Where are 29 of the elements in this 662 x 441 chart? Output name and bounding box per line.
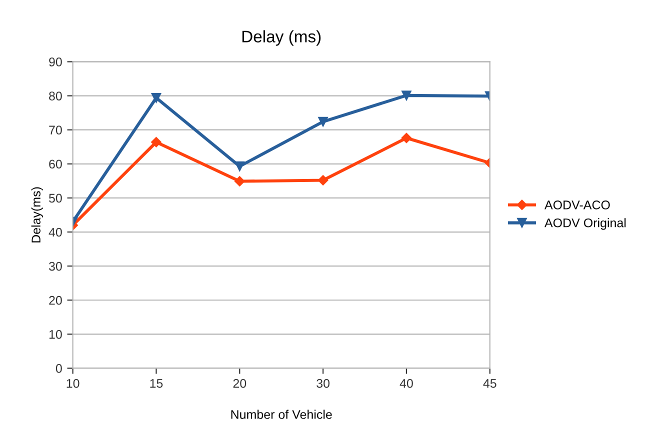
point (402, 90, 412, 100)
y-tick-label: 0 (56, 364, 62, 373)
x-tick-label: 20 (233, 378, 246, 388)
point (234, 176, 245, 186)
point (151, 136, 162, 148)
y-tick-label: 40 (48, 228, 62, 237)
x-tick-label: 45 (483, 379, 496, 388)
point (151, 92, 162, 103)
legend-label: AODV Original (544, 218, 626, 230)
y-tick-label: 80 (49, 92, 62, 100)
x-tick-label: 10 (66, 378, 80, 388)
y-tick-label: 70 (49, 126, 62, 134)
y-tick-label: 10 (49, 330, 62, 339)
y-tick-label: 60 (49, 160, 62, 169)
y-tick-label: 30 (48, 262, 62, 271)
x-tick-label: 15 (150, 379, 163, 388)
chart-title: Delay (ms) (242, 30, 321, 46)
y-tick-label: 90 (49, 58, 62, 66)
point (318, 175, 328, 186)
x-axis-title: Number of Vehicle (231, 410, 332, 419)
x-tick-label: 40 (400, 378, 413, 388)
y-tick-label: 20 (49, 296, 62, 305)
legend-label: AODV-ACO (544, 200, 610, 210)
x-tick-label: 30 (316, 378, 330, 388)
point (318, 116, 328, 127)
y-tick-label: 50 (49, 194, 62, 203)
y-axis-title: Delay(ms) (31, 187, 43, 242)
point (234, 161, 245, 172)
point (401, 132, 412, 144)
